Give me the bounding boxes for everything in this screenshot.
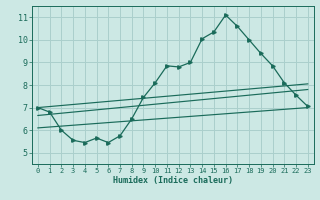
X-axis label: Humidex (Indice chaleur): Humidex (Indice chaleur)	[113, 176, 233, 185]
